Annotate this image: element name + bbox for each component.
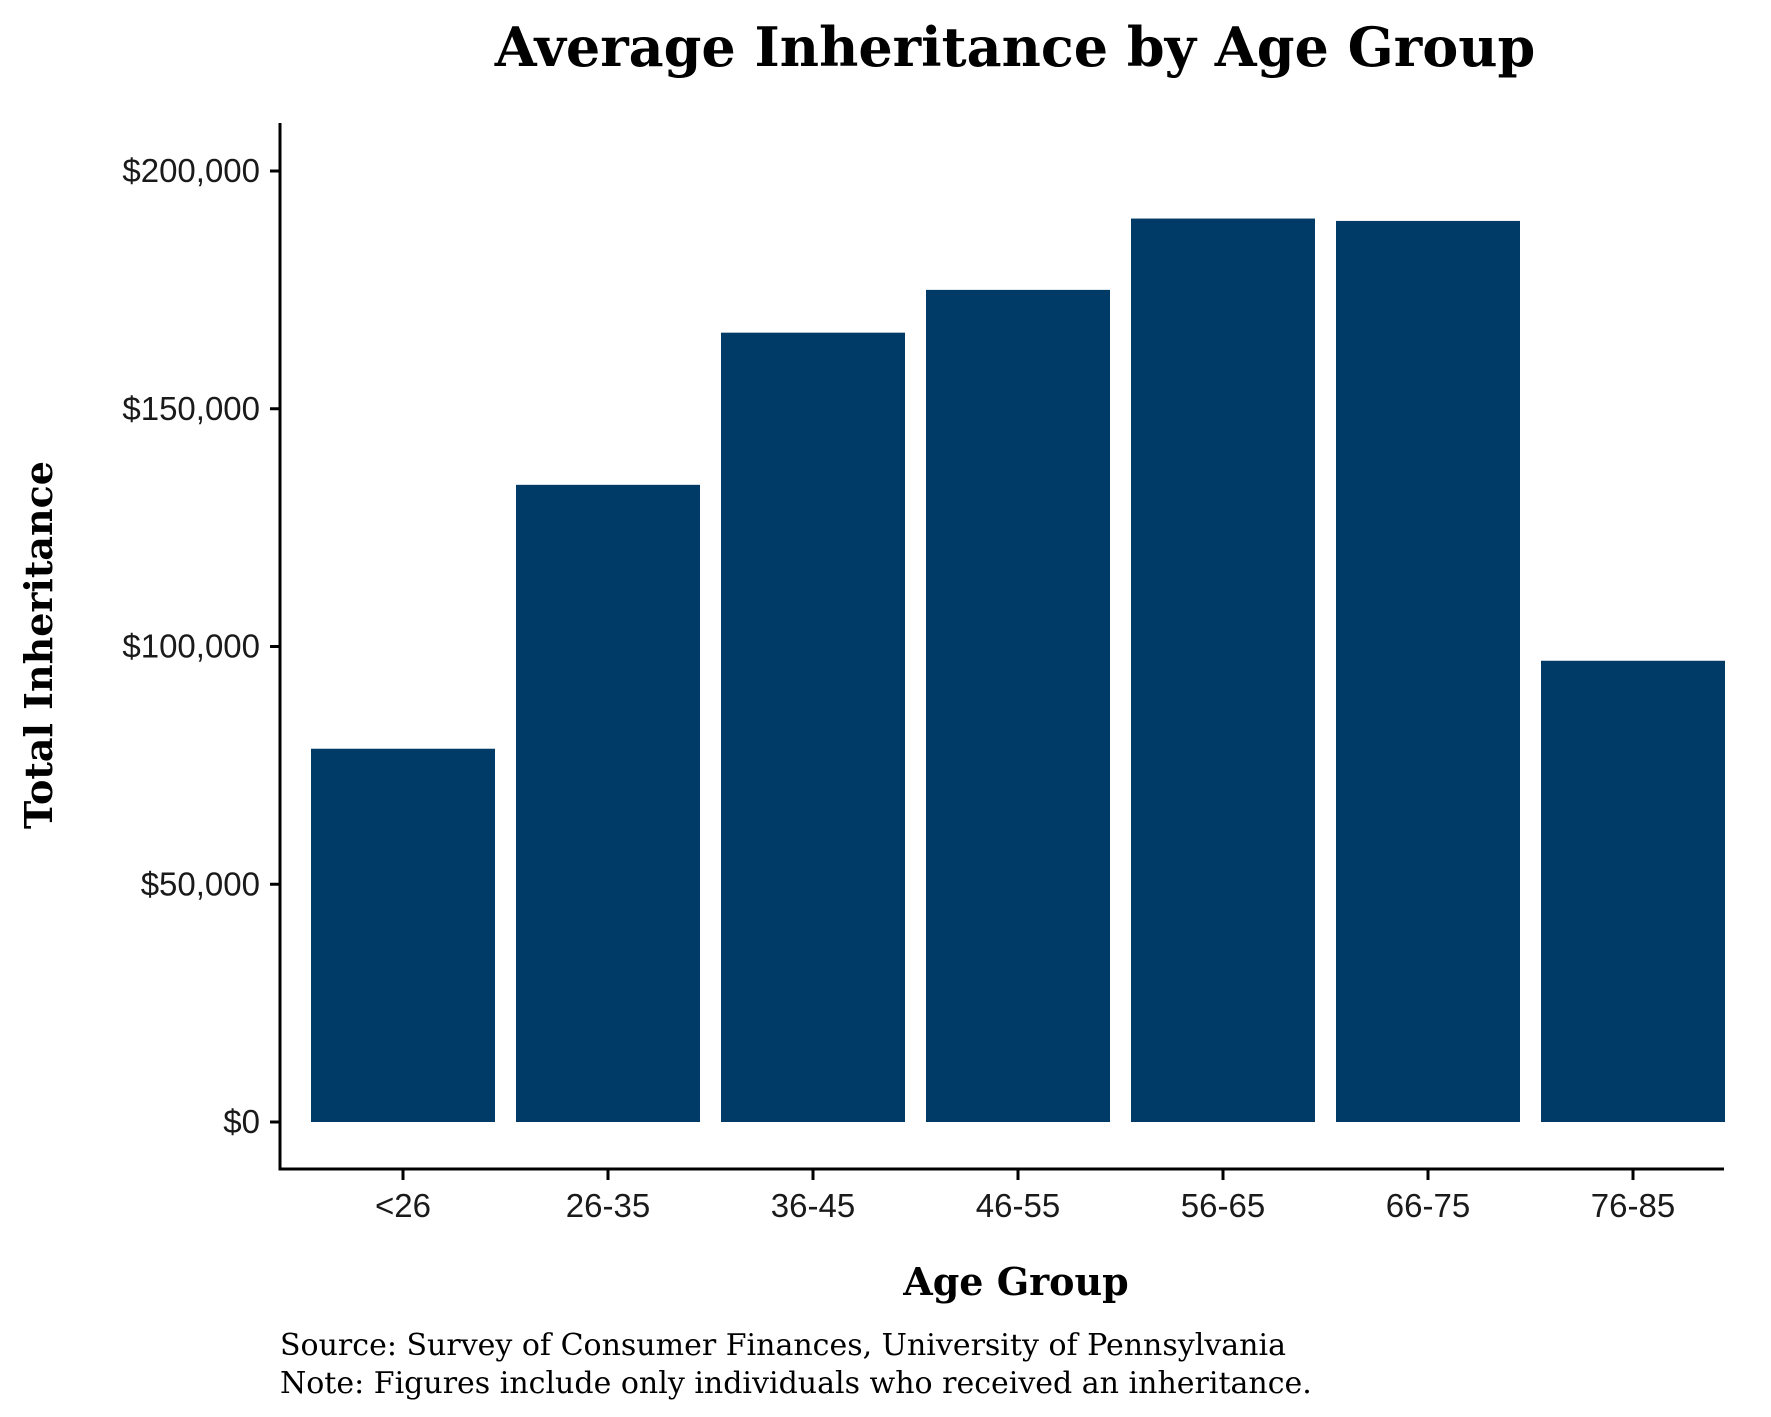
x-tick-label: 66-75 [1386, 1187, 1470, 1224]
y-tick-label: $150,000 [122, 390, 260, 427]
x-tick-label: 56-65 [1181, 1187, 1265, 1224]
y-tick-label: $100,000 [122, 628, 260, 665]
x-axis-title: Age Group [902, 1259, 1128, 1304]
x-tick-label: <26 [375, 1187, 431, 1224]
x-tick-label: 36-45 [771, 1187, 855, 1224]
x-axis-ticks: <26 26-35 36-45 46-55 56-65 66-75 76-85 [375, 1169, 1675, 1224]
x-tick-label: 76-85 [1591, 1187, 1675, 1224]
bar [1131, 218, 1315, 1123]
bar [1541, 660, 1725, 1122]
y-tick-label: $0 [223, 1103, 260, 1140]
chart-title: Average Inheritance by Age Group [494, 15, 1535, 79]
source-caption: Source: Survey of Consumer Finances, Uni… [280, 1328, 1286, 1363]
y-axis-ticks: $0 $50,000 $100,000 $150,000 $200,000 [122, 152, 280, 1140]
y-tick-label: $50,000 [141, 865, 260, 902]
bar [1336, 220, 1520, 1123]
bar [311, 748, 495, 1122]
bars-group [311, 218, 1725, 1123]
x-tick-label: 26-35 [566, 1187, 650, 1224]
bar [516, 484, 700, 1123]
x-tick-label: 46-55 [976, 1187, 1060, 1224]
y-tick-label: $200,000 [122, 152, 260, 189]
bar [926, 289, 1110, 1122]
note-caption: Note: Figures include only individuals w… [280, 1366, 1312, 1401]
y-axis-title: Total Inheritance [16, 461, 61, 829]
bar [721, 332, 905, 1122]
